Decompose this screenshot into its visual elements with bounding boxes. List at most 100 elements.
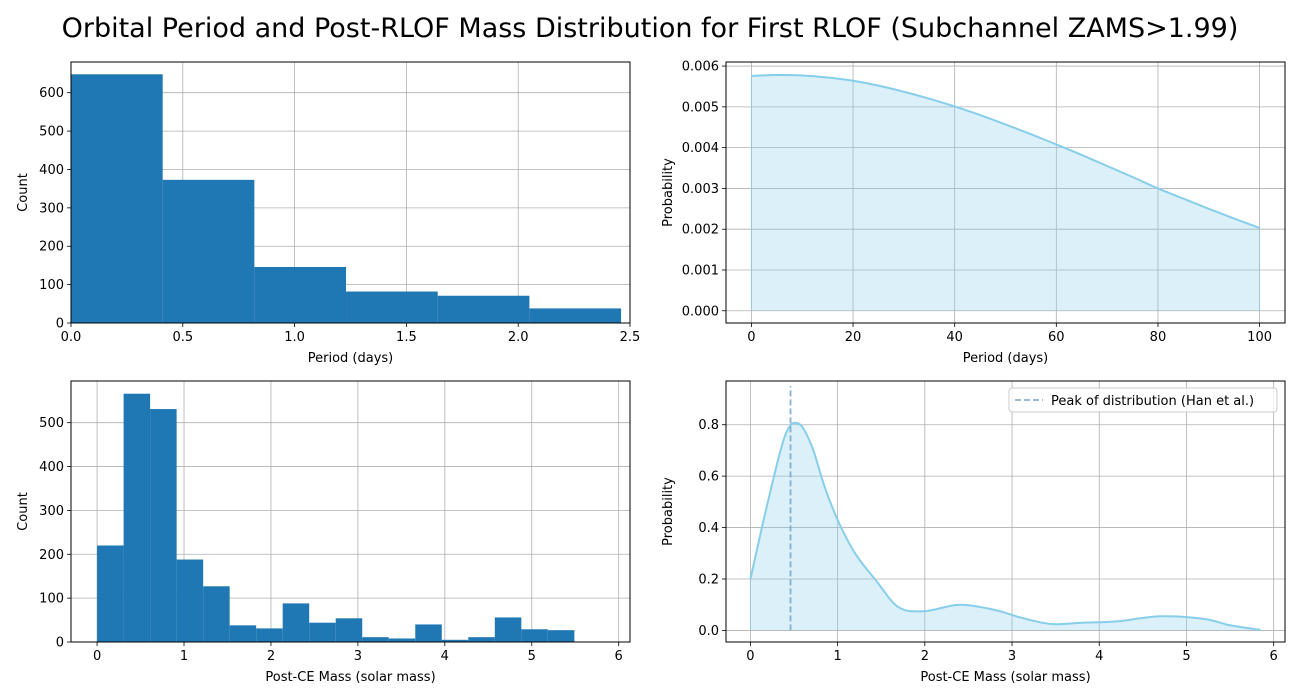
y-tick-label: 100 [39, 278, 64, 293]
y-tick-label: 0.8 [698, 418, 719, 433]
y-tick-label: 0.6 [698, 470, 719, 485]
y-axis-label: Count [16, 173, 31, 212]
plot-area [749, 386, 1262, 631]
x-tick-label: 2 [267, 649, 275, 664]
y-tick-label: 0 [56, 636, 64, 651]
histogram-bar [441, 639, 469, 642]
histogram-bar [256, 628, 283, 642]
x-tick-label: 80 [1150, 330, 1167, 345]
x-tick-label: 1 [180, 649, 188, 664]
x-tick-label: 4 [441, 649, 449, 664]
axes-frame [725, 380, 1286, 643]
y-tick-label: 300 [39, 201, 64, 216]
histogram-bar [162, 179, 255, 323]
x-tick-label: 0 [746, 649, 754, 664]
axes-frame [725, 61, 1286, 324]
x-tick-label: 20 [845, 330, 862, 345]
histogram-bar [335, 618, 363, 642]
figure-title: Orbital Period and Post-RLOF Mass Distri… [62, 13, 1239, 44]
histogram-bar [229, 625, 257, 642]
ticks: 0.0 0.5 1.0 1.5 2.0 2.5 0 100 200 300 400 500 600 [39, 86, 640, 345]
histogram-bar [529, 308, 622, 323]
grid [726, 381, 1285, 642]
histogram-bar [150, 409, 177, 642]
legend-label: Peak of distribution (Han et al.) [1051, 394, 1254, 409]
plot-area [71, 74, 622, 323]
y-tick-label: 0.0 [698, 624, 719, 639]
panel-4: 0 1 2 3 4 5 6 0.0 0.2 0.4 0.6 0.8 Post-CE Mass (sola… [661, 380, 1286, 685]
histogram-bar [494, 617, 522, 642]
x-tick-label: 6 [1270, 649, 1278, 664]
y-tick-label: 200 [39, 548, 64, 563]
y-axis-label: Probability [661, 477, 676, 546]
x-tick-label: 1.5 [396, 330, 417, 345]
histogram-bar [97, 545, 124, 642]
histogram-bar [415, 624, 442, 642]
y-tick-label: 200 [39, 240, 64, 255]
ticks: 0 20 40 60 80 100 0.000 0.001 0.002 0.003 0.004 0.0… [682, 60, 1272, 345]
y-tick-label: 0.006 [682, 60, 719, 75]
x-tick-label: 0.5 [172, 330, 193, 345]
histogram-bar [346, 291, 438, 323]
y-tick-label: 400 [39, 163, 64, 178]
x-tick-label: 2.0 [508, 330, 529, 345]
y-tick-label: 0.004 [682, 141, 719, 156]
x-tick-label: 2 [921, 649, 929, 664]
histogram-bar [203, 586, 230, 642]
y-tick-label: 500 [39, 416, 64, 431]
y-tick-label: 0.4 [698, 521, 719, 536]
y-tick-label: 0 [56, 317, 64, 332]
y-tick-label: 0.001 [682, 263, 719, 278]
histogram-bar [362, 637, 389, 642]
x-tick-label: 0 [93, 649, 101, 664]
histogram-bar [468, 637, 495, 642]
density-line [751, 74, 1260, 229]
histogram-bar [388, 638, 416, 642]
y-tick-label: 100 [39, 592, 64, 607]
x-tick-label: 0 [747, 330, 755, 345]
axes-frame [70, 380, 631, 643]
y-tick-label: 600 [39, 86, 64, 101]
histogram-bar [437, 295, 530, 323]
x-tick-label: 60 [1048, 330, 1065, 345]
x-tick-label: 5 [1182, 649, 1190, 664]
y-tick-label: 500 [39, 125, 64, 140]
ticks: 0 1 2 3 4 5 6 0 100 200 300 400 500 [39, 416, 623, 664]
x-tick-label: 1 [833, 649, 841, 664]
y-tick-label: 400 [39, 460, 64, 475]
y-tick-label: 0.003 [682, 182, 719, 197]
x-tick-label: 6 [615, 649, 623, 664]
x-tick-label: 1.0 [284, 330, 305, 345]
grid [726, 62, 1285, 323]
x-tick-label: 100 [1247, 330, 1272, 345]
panel-3: 0 1 2 3 4 5 6 0 100 200 300 400 500 Post-CE Mass (sol… [16, 380, 631, 685]
y-tick-label: 0.005 [682, 100, 719, 115]
y-axis-label: Count [16, 492, 31, 531]
ticks: 0 1 2 3 4 5 6 0.0 0.2 0.4 0.6 0.8 [698, 418, 1277, 664]
density-fill [751, 75, 1260, 311]
plot-area [97, 393, 601, 642]
legend: Peak of distribution (Han et al.) [1008, 387, 1278, 413]
x-tick-label: 5 [528, 649, 536, 664]
x-tick-label: 0.0 [61, 330, 82, 345]
x-tick-label: 3 [1008, 649, 1016, 664]
histogram-bar [309, 622, 336, 642]
density-fill [750, 422, 1261, 631]
x-tick-label: 40 [946, 330, 963, 345]
histogram-bar [254, 266, 347, 323]
panel-1: 0.0 0.5 1.0 1.5 2.0 2.5 0 100 200 300 400 500 600 Per… [16, 61, 640, 366]
x-axis-label: Period (days) [308, 351, 394, 366]
x-axis-label: Period (days) [963, 351, 1049, 366]
axes-frame [70, 61, 631, 324]
panel-2: 0 20 40 60 80 100 0.000 0.001 0.002 0.003 0.004 0.0… [661, 60, 1286, 366]
x-tick-label: 4 [1095, 649, 1103, 664]
x-axis-label: Post-CE Mass (solar mass) [920, 670, 1090, 685]
histogram-bar [176, 559, 204, 642]
y-tick-label: 300 [39, 504, 64, 519]
histogram-bar [547, 630, 575, 642]
y-tick-label: 0.2 [698, 573, 719, 588]
plot-area [750, 74, 1261, 311]
histogram-bar [71, 74, 163, 323]
x-tick-label: 3 [354, 649, 362, 664]
